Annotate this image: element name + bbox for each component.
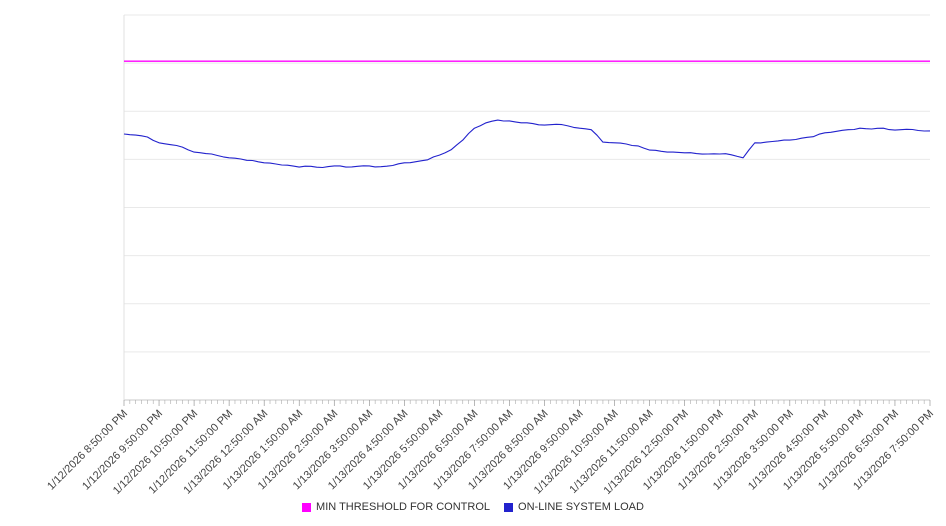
legend-label-system-load: ON-LINE SYSTEM LOAD — [518, 501, 644, 513]
chart-canvas: 1/12/2026 8:50:00 PM1/12/2026 9:50:00 PM… — [45, 14, 936, 497]
system-load-color-swatch — [504, 502, 514, 512]
legend-item-system-load: ON-LINE SYSTEM LOAD — [504, 501, 644, 513]
threshold-color-swatch — [302, 502, 312, 512]
chart-legend: MIN THRESHOLD FOR CONTROL ON-LINE SYSTEM… — [0, 497, 946, 517]
legend-label-min-threshold: MIN THRESHOLD FOR CONTROL — [316, 501, 491, 513]
legend-item-min-threshold: MIN THRESHOLD FOR CONTROL — [302, 501, 490, 513]
online-system-load-line — [123, 119, 931, 169]
system-load-chart: 1/12/2026 8:50:00 PM 1/12/2026 9:50:00 PM… — [45, 14, 936, 497]
